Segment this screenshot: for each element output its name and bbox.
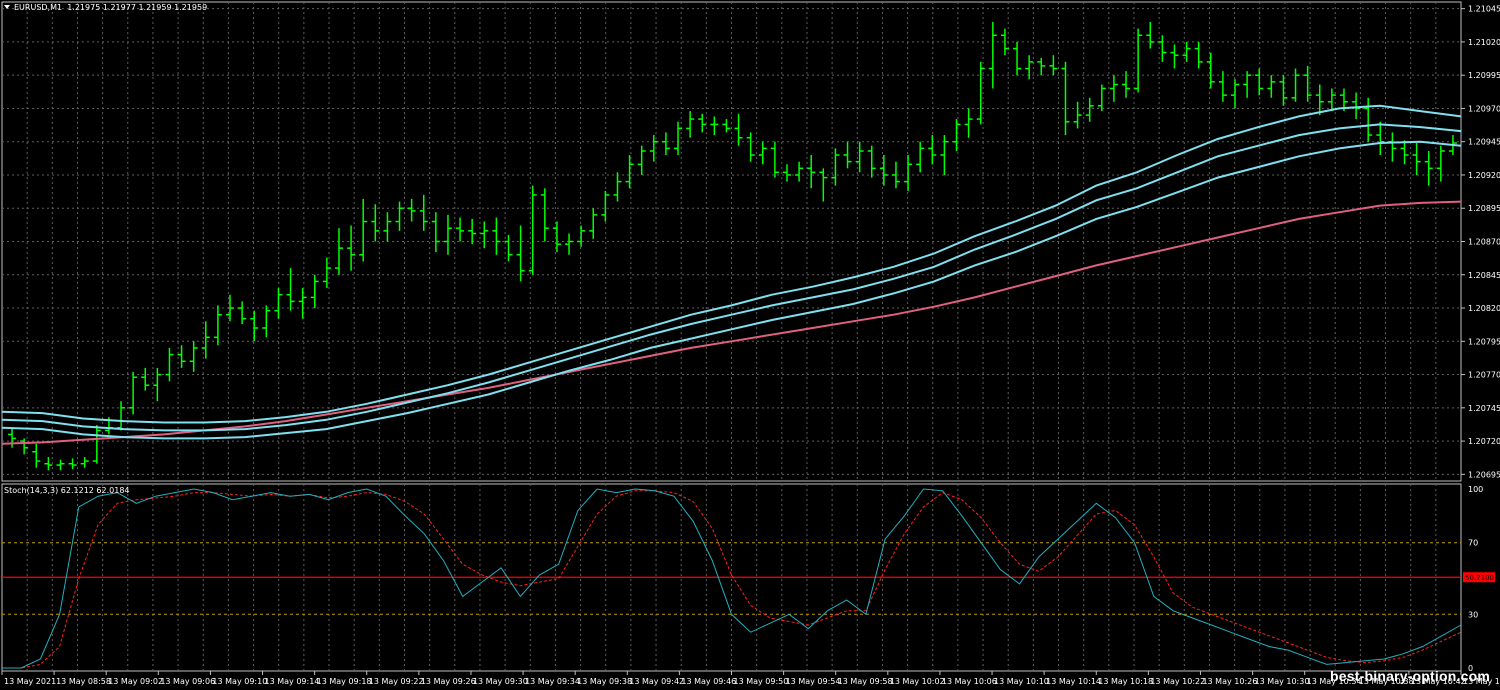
time-axis-label: 13 May 10:26 (1202, 677, 1257, 686)
stoch-current-marker-label: 50.7100 (1465, 574, 1494, 582)
time-axis-label: 13 May 09:34 (525, 677, 580, 686)
menu-arrow-icon[interactable] (4, 5, 10, 9)
time-axis-label: 13 May 09:38 (577, 677, 632, 686)
price-axis-label: 1.20870 (1468, 238, 1500, 247)
stoch-axis-label: 70 (1468, 539, 1478, 548)
time-axis-label: 13 May 10:06 (942, 677, 997, 686)
time-axis-label: 13 May 09:22 (369, 677, 424, 686)
price-axis-label: 1.20945 (1468, 138, 1500, 147)
price-axis-label: 1.20995 (1468, 71, 1500, 80)
price-axis-label: 1.21045 (1468, 5, 1500, 14)
stoch-current-marker (1463, 572, 1495, 583)
time-axis-label: 13 May 09:30 (473, 677, 528, 686)
time-axis-label: 13 May 09:42 (629, 677, 684, 686)
time-axis-label: 13 May 09:18 (317, 677, 372, 686)
time-axis-label: 13 May 09:58 (838, 677, 893, 686)
price-axis-label: 1.20745 (1468, 404, 1500, 413)
price-axis-label: 1.20795 (1468, 337, 1500, 346)
moving-average-upper (1, 104, 1462, 424)
price-axis-label: 1.20845 (1468, 271, 1500, 280)
watermark: best-binary-option.com (1330, 668, 1490, 684)
time-axis-label: 13 May 09:26 (421, 677, 476, 686)
price-axis-label: 1.20695 (1468, 470, 1500, 479)
time-axis-label: 13 May 2021 (4, 677, 56, 686)
price-axis-label: 1.20920 (1468, 171, 1500, 180)
time-axis-label: 13 May 09:02 (108, 677, 163, 686)
symbol-label: EURUSD,M1 (14, 3, 63, 12)
moving-average-mid (1, 123, 1462, 432)
time-axis-label: 13 May 10:38 (1359, 677, 1414, 686)
price-axis-label: 1.20820 (1468, 304, 1500, 313)
time-axis-label: 13 May 10:14 (1046, 677, 1101, 686)
chart-title: EURUSD,M1 1.21975 1.21977 1.21959 1.2195… (4, 3, 207, 12)
time-axis-label: 13 May 09:10 (212, 677, 267, 686)
moving-average-slow (1, 200, 1462, 445)
price-axis-label: 1.20970 (1468, 104, 1500, 113)
stoch-axis-label: 100 (1468, 485, 1483, 494)
price-axis-label: 1.20770 (1468, 371, 1500, 380)
time-axis-label: 13 May 09:06 (160, 677, 215, 686)
time-axis-label: 13 May 10:30 (1255, 677, 1310, 686)
stoch-signal-line (2, 490, 1462, 669)
time-axis-label: 13 May 10:34 (1307, 677, 1362, 686)
price-axis-label: 1.20720 (1468, 437, 1500, 446)
time-axis-label: 13 May 10:4 (1463, 677, 1500, 686)
stoch-axis-label: 30 (1468, 610, 1478, 619)
stoch-axis-label: 0 (1468, 664, 1473, 673)
price-axis-label: 1.20895 (1468, 204, 1500, 213)
time-axis-label: 13 May 09:14 (265, 677, 320, 686)
time-axis-label: 13 May 10:22 (1150, 677, 1205, 686)
time-axis-label: 13 May 10:10 (994, 677, 1049, 686)
time-axis-label: 13 May 09:46 (681, 677, 736, 686)
time-axis-label: 13 May 10:02 (890, 677, 945, 686)
stochastic-title: Stoch(14,3,3) 62.1212 62.0184 (4, 486, 130, 495)
time-axis-label: 13 May 08:58 (56, 677, 111, 686)
time-axis-label: 13 May 10:18 (1098, 677, 1153, 686)
time-axis-label: 13 May 10:42 (1411, 677, 1466, 686)
time-axis-label: 13 May 09:54 (786, 677, 841, 686)
moving-average-lower (1, 140, 1462, 440)
time-axis-label: 13 May 09:50 (734, 677, 789, 686)
price-axis-label: 1.21020 (1468, 38, 1500, 47)
ohlc-readout: 1.21975 1.21977 1.21959 1.21959 (67, 3, 208, 12)
stoch-main-line (2, 488, 1462, 669)
